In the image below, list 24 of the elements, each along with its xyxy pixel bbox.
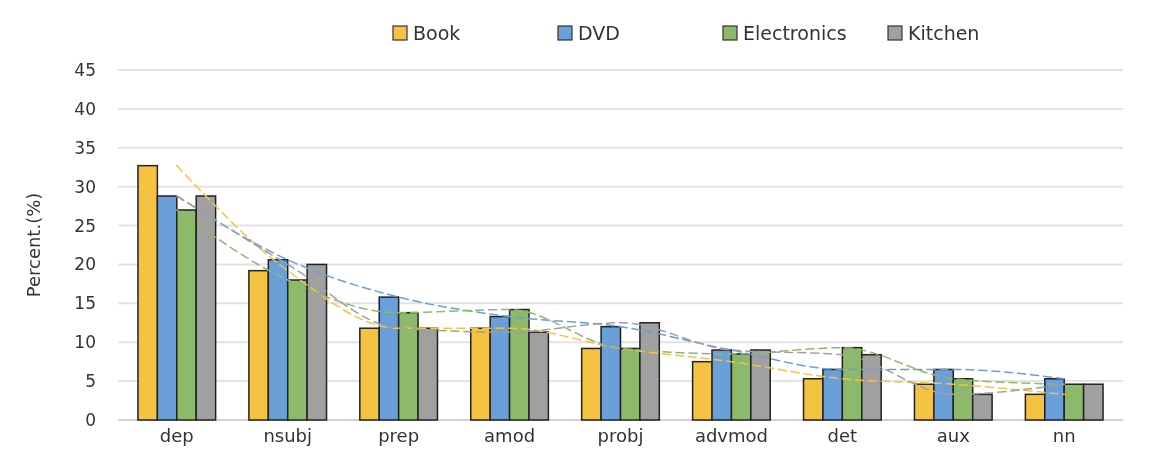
y-tick-label: 45 bbox=[74, 60, 96, 80]
y-tick-label: 40 bbox=[74, 98, 96, 119]
x-tick-label: det bbox=[827, 425, 858, 446]
y-tick-label: 20 bbox=[74, 254, 96, 275]
x-tick-label: nn bbox=[1052, 425, 1076, 446]
x-tick-label: advmod bbox=[694, 425, 768, 446]
x-tick-label: nsubj bbox=[263, 425, 313, 446]
legend-label: DVD bbox=[578, 22, 620, 44]
x-tick-label: probj bbox=[597, 425, 644, 446]
x-tick-label: prep bbox=[378, 425, 420, 446]
legend-label: Electronics bbox=[743, 22, 847, 44]
y-tick-label: 30 bbox=[74, 176, 96, 197]
y-tick-label: 15 bbox=[74, 293, 96, 314]
y-axis-title: Percent.(%) bbox=[23, 192, 44, 298]
y-tick-label: 35 bbox=[74, 137, 96, 158]
y-tick-label: 5 bbox=[85, 371, 96, 392]
y-tick-label: 0 bbox=[85, 410, 96, 430]
y-tick-label: 10 bbox=[74, 332, 96, 353]
x-tick-label: dep bbox=[159, 425, 194, 446]
legend-label: Book bbox=[413, 22, 461, 44]
y-tick-label: 25 bbox=[74, 215, 96, 236]
legend-label: Kitchen bbox=[908, 22, 980, 44]
x-tick-label: amod bbox=[484, 425, 536, 446]
x-tick-label: aux bbox=[936, 425, 971, 446]
